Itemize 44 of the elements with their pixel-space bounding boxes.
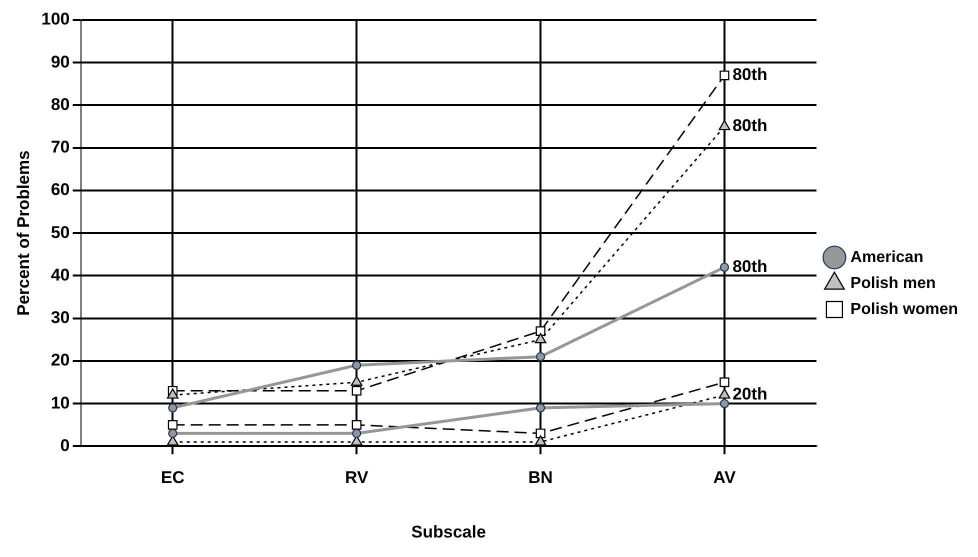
annotation: 80th (732, 256, 768, 276)
point (352, 420, 362, 430)
point (534, 435, 546, 446)
x-tick-label: BN (528, 468, 553, 488)
point (720, 70, 730, 80)
x-axis-title: Subscale (411, 522, 486, 542)
y-axis-title: Percent of Problems (14, 150, 33, 316)
point (352, 428, 362, 438)
legend-label: Polish men (850, 274, 936, 292)
y-tick-label: 60 (50, 180, 70, 200)
point (536, 403, 546, 412)
point (168, 428, 178, 438)
y-tick-label: 30 (50, 308, 70, 328)
point (166, 388, 179, 399)
point (720, 398, 730, 408)
point (718, 388, 730, 399)
annotation: 20th (732, 384, 768, 404)
point (720, 262, 730, 272)
legend-label: Polish women (850, 300, 958, 318)
y-tick-label: 90 (50, 52, 70, 72)
point (168, 403, 178, 412)
annotation: 80th (732, 65, 768, 84)
point (536, 428, 546, 438)
y-tick-label: 10 (50, 393, 70, 412)
y-tick-label: 0 (60, 436, 70, 455)
y-tick-label: 40 (50, 265, 70, 284)
point (536, 352, 546, 362)
x-tick-label: RV (344, 468, 369, 488)
legend-label: American (850, 248, 924, 266)
annotation: 80th (732, 116, 768, 136)
x-tick-label: AV (713, 468, 736, 488)
y-tick-label: 80 (50, 94, 70, 114)
point (352, 360, 362, 370)
point (718, 120, 730, 130)
point (352, 386, 362, 396)
x-tick-label: EC (160, 468, 185, 488)
point (350, 376, 362, 386)
y-tick-label: 50 (50, 222, 70, 242)
y-tick-label: 100 (41, 10, 70, 29)
y-tick-label: 70 (50, 138, 70, 157)
point (720, 377, 730, 388)
point (534, 333, 546, 344)
point (168, 420, 178, 430)
y-tick-label: 20 (50, 350, 70, 370)
